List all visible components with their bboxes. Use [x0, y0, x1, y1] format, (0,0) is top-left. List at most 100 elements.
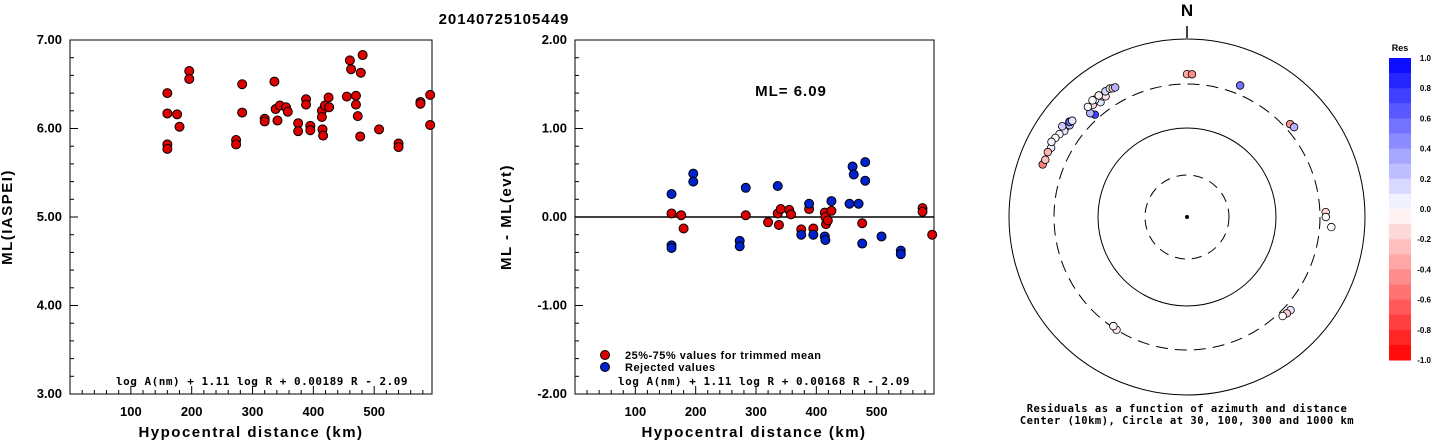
- x-tick-label: 100: [120, 404, 142, 419]
- colorbar-cell: [1389, 239, 1411, 255]
- caption-line-2: Center (10km), Circle at 30, 100, 300 an…: [1020, 415, 1354, 427]
- data-point: [231, 139, 242, 150]
- accepted-point: [822, 215, 833, 226]
- y-tick-label: 7.00: [37, 32, 62, 47]
- colorbar-tick-label: -0.2: [1417, 235, 1431, 244]
- x-tick-label: 100: [624, 404, 646, 419]
- legend-label-accepted: 25%-75% values for trimmed mean: [625, 350, 821, 362]
- figure-title: 20140725105449: [439, 11, 570, 28]
- colorbar-cell: [1389, 133, 1411, 150]
- colorbar-tick-label: -0.8: [1417, 326, 1431, 335]
- data-point: [272, 115, 283, 126]
- accepted-point: [775, 204, 786, 215]
- caption-line-1: Residuals as a function of azimuth and d…: [1027, 403, 1348, 415]
- data-point: [293, 126, 304, 137]
- data-point: [357, 50, 368, 61]
- data-point: [425, 89, 436, 100]
- colorbar-tick-label: -0.6: [1417, 296, 1431, 305]
- rejected-point: [860, 157, 871, 168]
- data-point: [352, 111, 363, 122]
- x-tick-label: 400: [805, 404, 827, 419]
- station-residual-point: [1047, 137, 1056, 147]
- data-point: [305, 125, 316, 136]
- data-point: [324, 102, 335, 113]
- circle-100km: [1097, 127, 1277, 307]
- station-residual-point: [1057, 122, 1067, 131]
- colorbar-cell: [1389, 118, 1411, 134]
- legend-marker-rejected: [600, 362, 610, 372]
- legend: 25%-75% values for trimmed mean Rejected…: [600, 350, 821, 374]
- colorbar-tick-label: 0.8: [1420, 84, 1432, 93]
- rejected-point: [666, 242, 677, 253]
- x-tick-label: 300: [745, 404, 767, 419]
- data-point: [341, 91, 352, 102]
- colorbar-title: Res: [1392, 43, 1409, 53]
- plot-frame: [69, 39, 433, 395]
- data-point: [282, 106, 293, 117]
- data-point: [350, 99, 361, 110]
- data-point: [301, 99, 312, 110]
- data-point: [316, 111, 327, 122]
- data-point: [259, 116, 270, 127]
- x-tick-label: 500: [866, 404, 888, 419]
- station-residual-point: [1110, 83, 1120, 92]
- rejected-point: [688, 176, 699, 187]
- x-axis-label: Hypocentral distance (km): [138, 424, 363, 441]
- x-tick-label: 300: [242, 404, 264, 419]
- rejected-point: [844, 198, 855, 209]
- data-point: [415, 98, 426, 109]
- circle-300km: [1053, 83, 1321, 351]
- rejected-point: [876, 231, 887, 242]
- accepted-point: [927, 229, 938, 240]
- colorbar-cell: [1389, 224, 1411, 240]
- rejected-point: [804, 198, 815, 209]
- residual-vs-distance-panel: -2.00 -1.00 0.00 1.00 2.00 100 200 300 400 500 ML…: [498, 32, 938, 441]
- data-point: [318, 130, 329, 141]
- colorbar-tick-label: -1.0: [1417, 356, 1431, 365]
- rejected-point: [860, 175, 871, 186]
- colorbar-tick-label: 0.2: [1420, 175, 1432, 184]
- data-point: [323, 92, 334, 103]
- colorbar-cell: [1389, 58, 1411, 74]
- colorbar-cell: [1389, 178, 1411, 195]
- colorbar-cell: [1389, 254, 1411, 270]
- y-axis-label: ML - ML(evt): [498, 164, 515, 270]
- rejected-point: [895, 249, 906, 260]
- rejected-point: [808, 229, 819, 240]
- rejected-point: [772, 181, 783, 192]
- colorbar-cell: [1389, 209, 1411, 225]
- rejected-point: [796, 229, 807, 240]
- station-residual-point: [1327, 222, 1336, 232]
- circle-1000km: [1008, 38, 1366, 396]
- colorbar-cell: [1389, 344, 1411, 361]
- center-point: [1185, 215, 1189, 219]
- formula-label: log A(nm) + 1.11 log R + 0.00168 R - 2.0…: [618, 375, 910, 388]
- rejected-point: [857, 238, 868, 249]
- colorbar-cell: [1389, 163, 1411, 180]
- colorbar-cell: [1389, 284, 1411, 301]
- y-axis-label: ML(IASPEI): [0, 169, 16, 265]
- data-point: [346, 64, 357, 75]
- station-residual-point: [1043, 147, 1053, 157]
- data-point: [237, 79, 248, 90]
- rejected-point: [853, 198, 864, 209]
- y-tick-label: -2.00: [537, 386, 567, 401]
- data-point: [393, 142, 404, 153]
- data-point: [355, 67, 366, 78]
- rejected-point: [666, 188, 677, 199]
- circle-30km: [1144, 174, 1230, 260]
- station-residual-point: [1289, 122, 1299, 132]
- legend-marker-accepted: [600, 350, 610, 360]
- accepted-point: [917, 206, 928, 217]
- station-residual-point: [1083, 102, 1093, 112]
- data-point: [184, 73, 195, 84]
- x-axis-label: Hypocentral distance (km): [641, 424, 866, 441]
- rejected-point: [740, 182, 751, 193]
- magnitude-vs-distance-panel: 3.00 4.00 5.00 6.00 7.00 100 200 300 400 500 Hypo…: [0, 32, 436, 441]
- data-point: [344, 55, 355, 66]
- colorbar-cell: [1389, 299, 1411, 316]
- accepted-point: [666, 208, 677, 219]
- station-residual-point: [1094, 91, 1103, 100]
- station-residual-point: [1088, 96, 1097, 105]
